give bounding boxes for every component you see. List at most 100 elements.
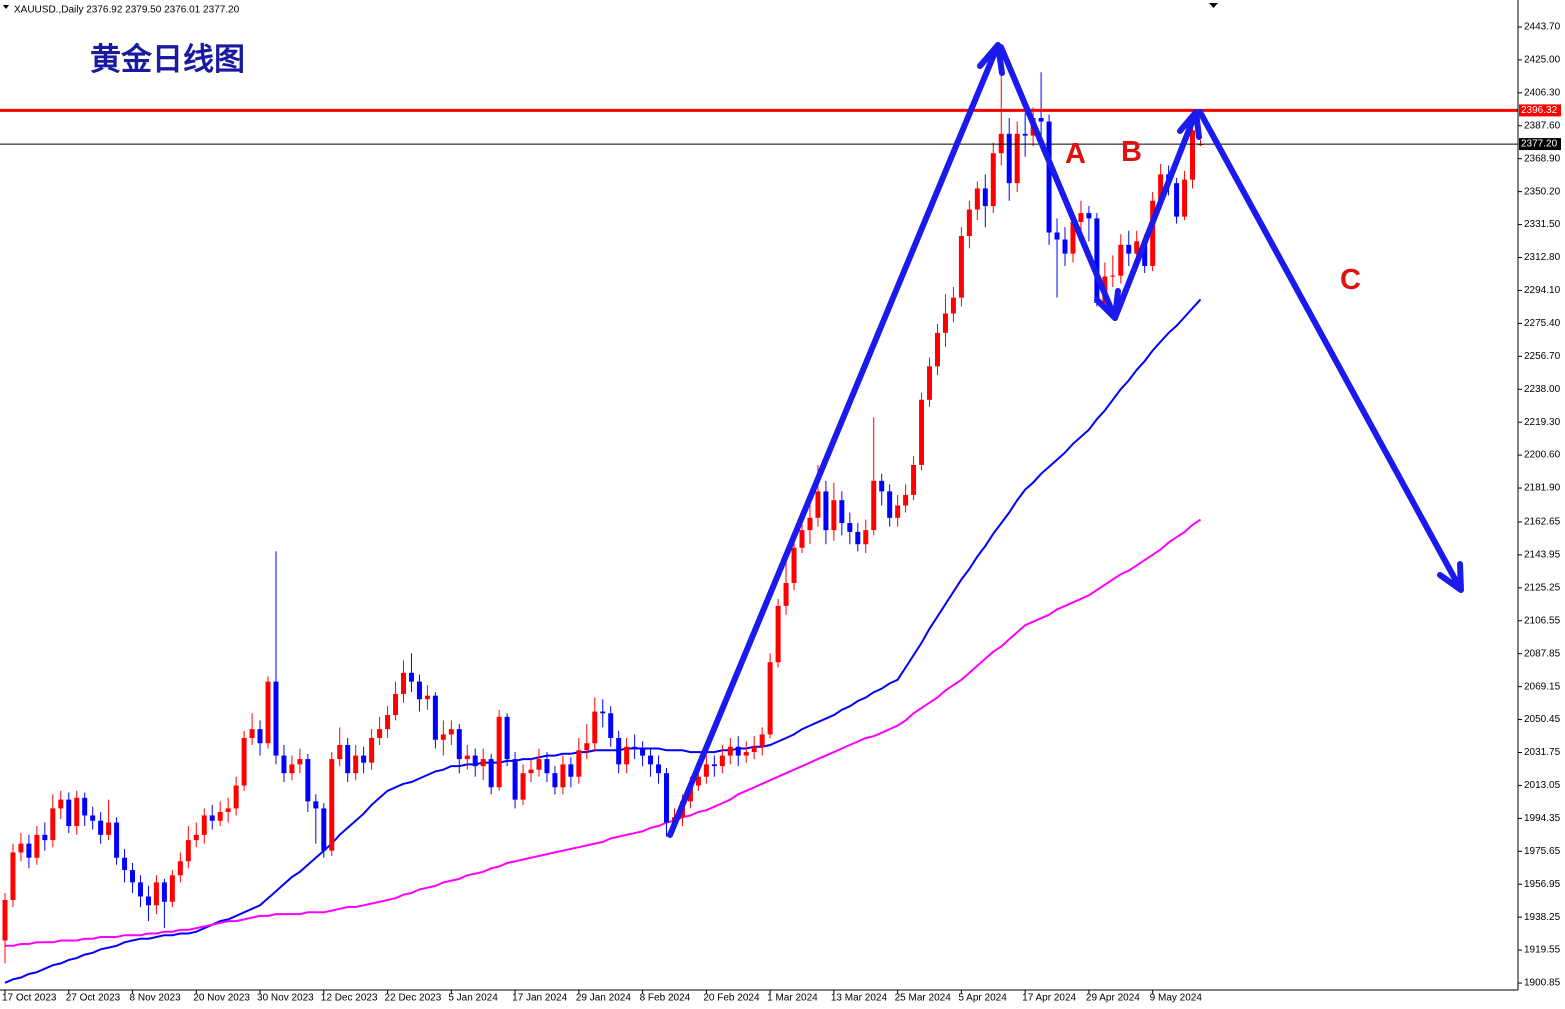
candle-body: [377, 729, 383, 738]
candle-body: [337, 745, 343, 760]
candle-body: [161, 882, 167, 902]
candle-body: [1070, 221, 1076, 254]
candle-body: [257, 729, 263, 744]
candle-body: [313, 801, 319, 809]
candle-body: [432, 695, 438, 740]
candle-body: [1022, 133, 1028, 136]
candle-body: [122, 857, 128, 871]
y-tick-label: 2200.60: [1524, 450, 1561, 461]
candle-body: [137, 882, 143, 897]
candle-body: [695, 776, 701, 786]
candle-body: [217, 811, 223, 821]
candle-body: [823, 491, 829, 531]
candle-body: [799, 530, 805, 548]
candle-body: [169, 875, 175, 902]
candle-body: [903, 494, 909, 506]
candle-body: [584, 743, 590, 751]
candle-body: [10, 852, 16, 900]
candle-body: [879, 480, 885, 492]
candle-body: [1054, 232, 1060, 240]
candle-body: [887, 491, 893, 518]
candle-body: [735, 746, 741, 756]
candle-body: [1062, 239, 1068, 254]
candle-body: [1150, 200, 1156, 266]
candle-body: [130, 870, 136, 883]
candle-body: [855, 531, 861, 545]
candle-body: [153, 882, 159, 906]
menu-triangle[interactable]: [3, 5, 9, 9]
candle-body: [958, 236, 964, 298]
candle-body: [345, 745, 351, 774]
candle-body: [624, 746, 630, 765]
y-tick-label: 2350.20: [1524, 186, 1561, 197]
candle-body: [982, 188, 988, 207]
candle-body: [703, 764, 709, 777]
x-tick-label: 8 Feb 2024: [640, 993, 691, 1004]
candle-body: [1046, 121, 1052, 233]
candle-body: [536, 759, 542, 770]
candle-body: [600, 711, 606, 714]
candle-body: [488, 759, 494, 788]
candle-body: [919, 399, 925, 465]
x-tick-label: 25 Mar 2024: [895, 993, 952, 1004]
candle-body: [719, 755, 725, 767]
candle-body: [1158, 174, 1164, 201]
y-tick-label: 2312.80: [1524, 252, 1561, 263]
candle-body: [552, 773, 558, 788]
y-tick-label: 2238.00: [1524, 384, 1561, 395]
x-tick-label: 5 Jan 2024: [448, 993, 498, 1004]
price-level-label: 2377.20: [1521, 139, 1558, 150]
x-tick-label: 29 Jan 2024: [576, 993, 631, 1004]
candle-body: [807, 517, 813, 531]
x-tick-label: 8 Nov 2023: [130, 993, 182, 1004]
candle-body: [98, 820, 104, 835]
y-tick-label: 1938.25: [1524, 912, 1561, 923]
x-tick-label: 13 Mar 2024: [831, 993, 888, 1004]
candle-body: [297, 759, 303, 765]
candle-body: [273, 681, 279, 756]
y-tick-label: 2181.90: [1524, 483, 1561, 494]
candle-body: [831, 500, 837, 531]
y-tick-label: 2256.70: [1524, 351, 1561, 362]
y-tick-label: 2368.90: [1524, 153, 1561, 164]
candle-body: [26, 843, 32, 858]
candle-body: [1006, 133, 1012, 184]
candle-body: [456, 729, 462, 760]
candle-body: [496, 716, 502, 788]
candle-body: [408, 672, 414, 682]
candle-body: [512, 759, 518, 800]
chart-header: XAUUSD.,Daily 2376.92 2379.50 2376.01 23…: [14, 5, 240, 16]
y-tick-label: 2219.30: [1524, 417, 1561, 428]
candle-body: [727, 746, 733, 756]
candle-body: [233, 785, 239, 809]
candle-body: [743, 752, 749, 756]
candle-body: [911, 464, 917, 495]
y-tick-label: 2031.75: [1524, 747, 1561, 758]
candle-body: [58, 799, 64, 809]
candle-body: [568, 764, 574, 777]
price-level-box: [1519, 104, 1561, 117]
candle-body: [640, 748, 646, 756]
candle-body: [106, 822, 112, 835]
candle-body: [185, 840, 191, 862]
candle-body: [480, 759, 486, 767]
candle-body: [1038, 118, 1044, 122]
candle-body: [305, 759, 311, 802]
price-level-box: [1519, 138, 1561, 151]
y-tick-label: 2387.60: [1524, 120, 1561, 131]
candle-body: [42, 834, 48, 841]
chart-title: 黄金日线图: [90, 42, 245, 77]
y-tick-label: 2069.15: [1524, 681, 1561, 692]
candle-body: [632, 746, 638, 749]
candle-body: [321, 808, 327, 851]
candle-body: [966, 209, 972, 237]
candle-body: [50, 808, 56, 841]
y-tick-label: 2275.40: [1524, 318, 1561, 329]
candle-body: [544, 759, 550, 774]
moving-average: [4, 298, 1202, 984]
candle-body: [265, 681, 271, 744]
x-tick-label: 22 Dec 2023: [385, 993, 442, 1004]
candle-body: [1142, 241, 1148, 266]
y-tick-label: 2162.65: [1524, 517, 1561, 528]
